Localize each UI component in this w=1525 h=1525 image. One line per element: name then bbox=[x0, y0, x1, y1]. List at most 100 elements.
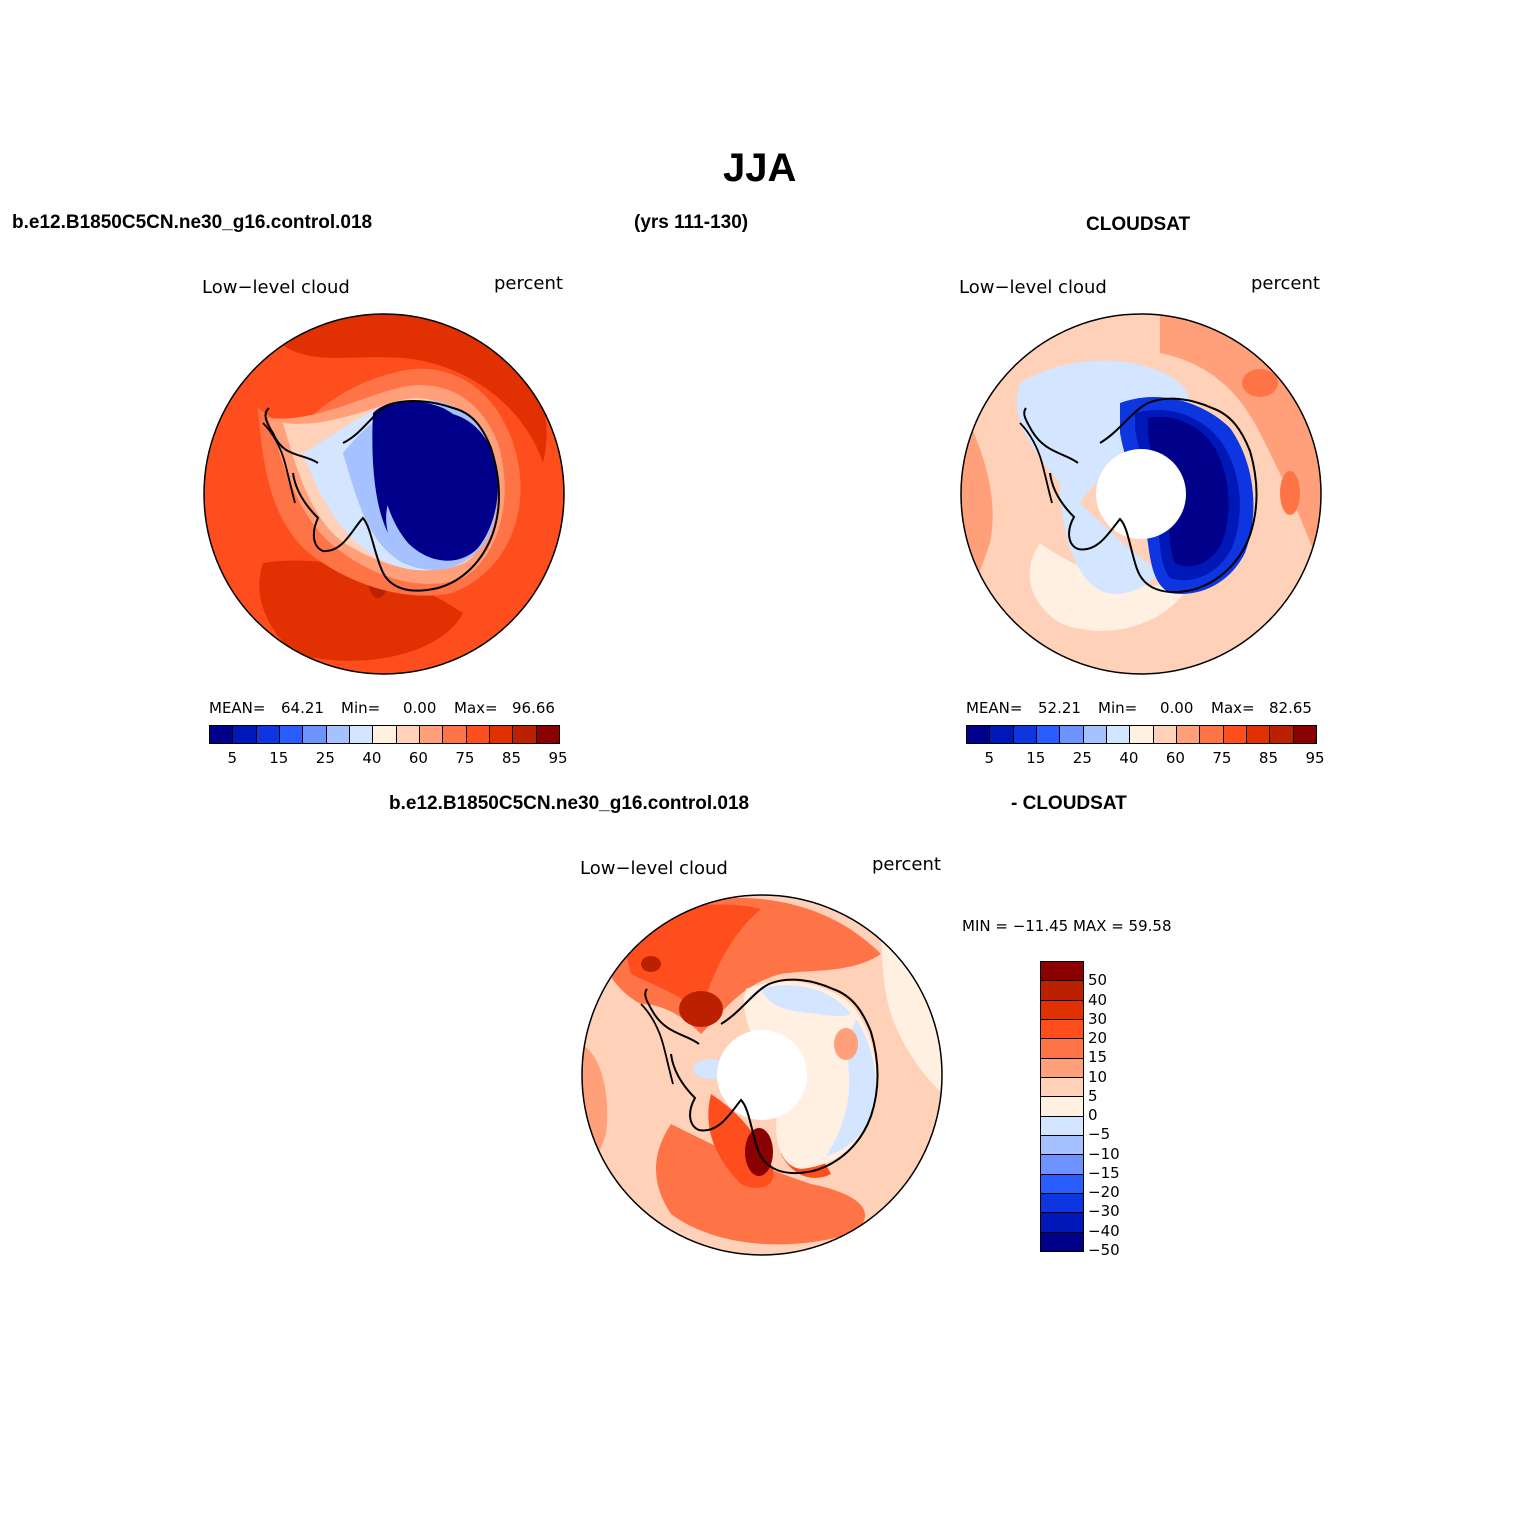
colorbar-tick-label: 25 bbox=[1072, 749, 1092, 767]
colorbar-swatch bbox=[1041, 1213, 1083, 1233]
colorbar-swatch bbox=[349, 726, 374, 743]
obs-mean-value: 52.21 bbox=[1038, 699, 1081, 717]
colorbar-swatch bbox=[967, 726, 991, 743]
colorbar-tick-label: −15 bbox=[1088, 1163, 1120, 1182]
figure-title: JJA bbox=[723, 146, 797, 190]
diff-polar-map bbox=[581, 894, 943, 1256]
colorbar-swatch bbox=[489, 726, 514, 743]
colorbar-swatch bbox=[1060, 726, 1084, 743]
colorbar-tick-label: −50 bbox=[1088, 1241, 1120, 1259]
colorbar-tick-label: 10 bbox=[1088, 1067, 1108, 1086]
colorbar-tick-label: −30 bbox=[1088, 1202, 1120, 1221]
colorbar-swatch bbox=[1041, 962, 1083, 982]
obs-name-label: CLOUDSAT bbox=[1086, 214, 1191, 235]
colorbar-tick-label: 40 bbox=[1119, 749, 1139, 767]
colorbar-tick-label: 75 bbox=[455, 749, 475, 767]
colorbar-swatch bbox=[1041, 1232, 1083, 1251]
model-max-value: 96.66 bbox=[512, 699, 555, 717]
colorbar-swatch bbox=[513, 726, 537, 743]
years-label: (yrs 111-130) bbox=[634, 212, 749, 233]
model-mean-value: 64.21 bbox=[281, 699, 324, 717]
colorbar-tick-label: 60 bbox=[1165, 749, 1185, 767]
colorbar-tick-label: 25 bbox=[315, 749, 335, 767]
colorbar-tick-label: 5 bbox=[984, 749, 995, 767]
colorbar-tick-label: 95 bbox=[1305, 749, 1325, 767]
colorbar-swatch bbox=[443, 726, 467, 743]
model-max-label: Max= bbox=[454, 699, 498, 717]
diff-colorbar bbox=[1040, 961, 1084, 1252]
colorbar-swatch bbox=[256, 726, 280, 743]
colorbar-swatch bbox=[1041, 1019, 1083, 1040]
colorbar-tick-label: 60 bbox=[408, 749, 428, 767]
colorbar-swatch bbox=[1041, 1193, 1083, 1214]
obs-colorbar bbox=[966, 725, 1317, 744]
obs-max-value: 82.65 bbox=[1269, 699, 1312, 717]
colorbar-swatch bbox=[1013, 726, 1037, 743]
colorbar-swatch bbox=[279, 726, 304, 743]
colorbar-tick-label: 30 bbox=[1088, 1009, 1108, 1028]
colorbar-swatch bbox=[396, 726, 420, 743]
colorbar-swatch bbox=[1200, 726, 1224, 743]
colorbar-swatch bbox=[1041, 1174, 1083, 1194]
model-variable-label: Low−level cloud bbox=[202, 277, 350, 298]
colorbar-swatch bbox=[1270, 726, 1294, 743]
obs-units-label: percent bbox=[1251, 273, 1320, 294]
colorbar-tick-label: 40 bbox=[362, 749, 382, 767]
model-units-label: percent bbox=[494, 273, 563, 294]
colorbar-swatch bbox=[1041, 1097, 1083, 1117]
obs-min-label: Min= bbox=[1098, 699, 1138, 717]
obs-mean-label: MEAN= bbox=[966, 699, 1023, 717]
colorbar-tick-label: 75 bbox=[1212, 749, 1232, 767]
obs-polar-map bbox=[960, 313, 1322, 675]
colorbar-swatch bbox=[1176, 726, 1201, 743]
colorbar-swatch bbox=[1246, 726, 1271, 743]
colorbar-swatch bbox=[210, 726, 234, 743]
diff-minmax-label: MIN = −11.45 MAX = 59.58 bbox=[962, 917, 1172, 935]
model-colorbar bbox=[209, 725, 560, 744]
colorbar-tick-label: −20 bbox=[1088, 1183, 1120, 1202]
obs-variable-label: Low−level cloud bbox=[959, 277, 1107, 298]
model-min-value: 0.00 bbox=[403, 699, 437, 717]
colorbar-tick-label: 85 bbox=[501, 749, 521, 767]
colorbar-swatch bbox=[1153, 726, 1177, 743]
colorbar-tick-label: 50 bbox=[1088, 971, 1108, 990]
colorbar-tick-label: 15 bbox=[1088, 1048, 1108, 1067]
model-mean-label: MEAN= bbox=[209, 699, 266, 717]
colorbar-swatch bbox=[1041, 1135, 1083, 1156]
colorbar-tick-label: 5 bbox=[1088, 1086, 1098, 1105]
colorbar-tick-label: 85 bbox=[1258, 749, 1278, 767]
colorbar-tick-label: 5 bbox=[227, 749, 238, 767]
model-min-label: Min= bbox=[341, 699, 381, 717]
colorbar-swatch bbox=[1041, 1039, 1083, 1059]
colorbar-swatch bbox=[466, 726, 490, 743]
obs-max-label: Max= bbox=[1211, 699, 1255, 717]
colorbar-tick-label: −5 bbox=[1088, 1125, 1111, 1144]
colorbar-tick-label: 95 bbox=[548, 749, 568, 767]
colorbar-swatch bbox=[1041, 1116, 1083, 1136]
colorbar-tick-label: 0 bbox=[1088, 1106, 1098, 1125]
colorbar-swatch bbox=[233, 726, 257, 743]
case-name-label: b.e12.B1850C5CN.ne30_g16.control.018 bbox=[12, 212, 373, 233]
colorbar-swatch bbox=[1036, 726, 1061, 743]
diff-units-label: percent bbox=[872, 854, 941, 875]
colorbar-swatch bbox=[1083, 726, 1107, 743]
colorbar-tick-label: 20 bbox=[1088, 1029, 1108, 1048]
colorbar-swatch bbox=[373, 726, 397, 743]
colorbar-swatch bbox=[1106, 726, 1131, 743]
model-polar-map bbox=[203, 313, 565, 675]
colorbar-swatch bbox=[326, 726, 350, 743]
colorbar-swatch bbox=[1041, 1058, 1083, 1078]
colorbar-tick-label: 40 bbox=[1088, 990, 1108, 1009]
colorbar-swatch bbox=[1041, 1000, 1083, 1020]
colorbar-tick-label: −40 bbox=[1088, 1221, 1120, 1240]
colorbar-swatch bbox=[1223, 726, 1247, 743]
colorbar-swatch bbox=[303, 726, 327, 743]
diff-case-label: b.e12.B1850C5CN.ne30_g16.control.018 bbox=[389, 793, 750, 814]
colorbar-swatch bbox=[990, 726, 1014, 743]
colorbar-swatch bbox=[419, 726, 444, 743]
colorbar-swatch bbox=[536, 726, 559, 743]
colorbar-swatch bbox=[1041, 1077, 1083, 1098]
colorbar-tick-label: 15 bbox=[1026, 749, 1046, 767]
colorbar-swatch bbox=[1041, 1155, 1083, 1175]
colorbar-swatch bbox=[1130, 726, 1154, 743]
